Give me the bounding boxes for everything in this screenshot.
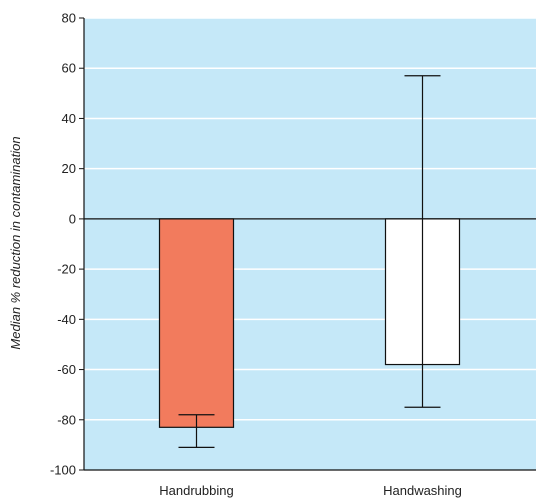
y-tick-label: -40	[57, 312, 76, 327]
y-axis-title: Median % reduction in contamination	[8, 136, 23, 349]
y-tick-label: 0	[69, 211, 76, 226]
y-tick-label: -20	[57, 262, 76, 277]
y-tick-label: 60	[62, 61, 76, 76]
y-tick-label: -80	[57, 412, 76, 427]
error-bar-handrubbing	[178, 414, 215, 448]
y-tick-label: -60	[57, 362, 76, 377]
x-axis-category-labels: Handrubbing Handwashing	[159, 483, 462, 498]
y-axis-ticks: -100 -80 -60 -40 -20 0 20 40 60 80	[50, 11, 84, 478]
plot-background	[84, 18, 536, 470]
bar-handrubbing	[158, 218, 235, 428]
y-tick-label: -100	[50, 463, 76, 478]
y-tick-label: 80	[62, 11, 76, 26]
error-bars	[178, 75, 441, 448]
x-category-label: Handrubbing	[159, 483, 233, 498]
y-tick-label: 40	[62, 111, 76, 126]
y-tick-label: 20	[62, 161, 76, 176]
error-bar-handwashing	[404, 75, 441, 408]
x-category-label: Handwashing	[383, 483, 462, 498]
